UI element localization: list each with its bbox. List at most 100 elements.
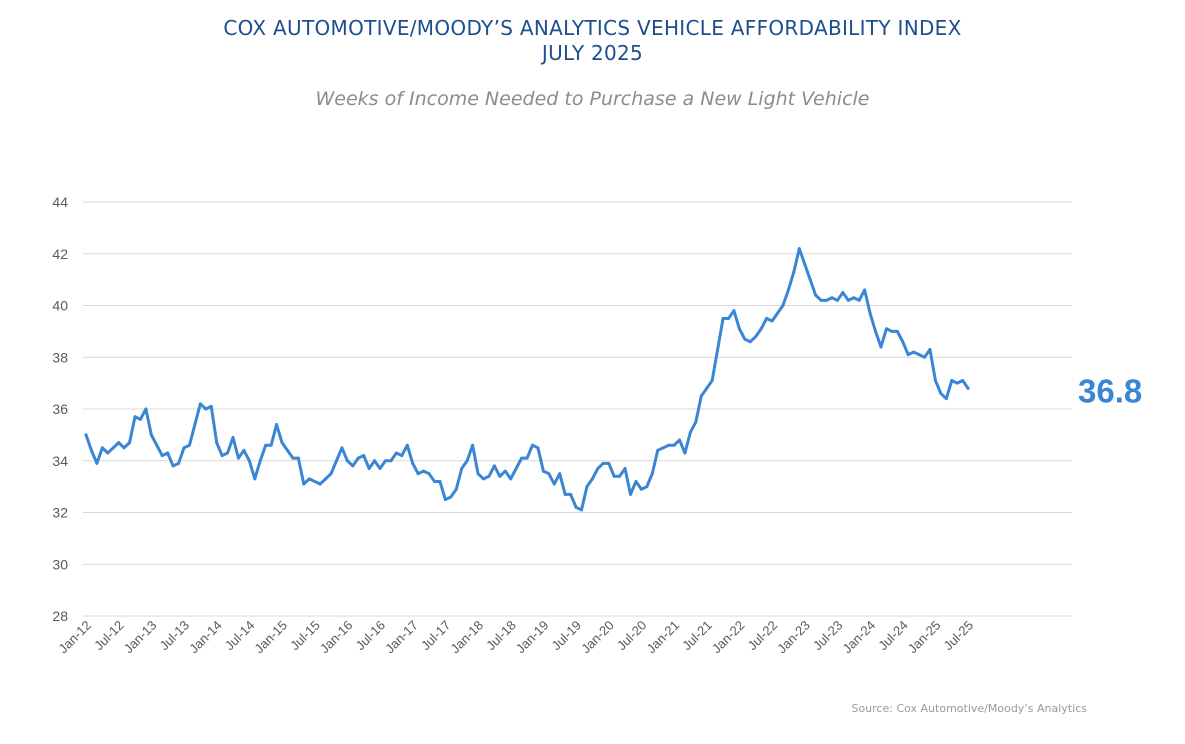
data-point [672,443,676,447]
data-point [536,446,540,450]
data-point [226,451,230,455]
data-point [133,415,137,419]
data-point [454,487,458,491]
data-point [944,397,948,401]
data-point [514,467,518,471]
chart-subtitle: Weeks of Income Needed to Purchase a New… [315,88,870,110]
data-point [590,477,594,481]
data-point [285,448,289,452]
data-point [727,316,731,320]
data-point [721,316,725,320]
data-point [656,448,660,452]
data-point [547,472,551,476]
data-point [356,456,360,460]
data-point [563,492,567,496]
data-point [699,394,703,398]
data-point [650,472,654,476]
data-point [160,454,164,458]
x-tick-label: Jan-24 [839,618,878,657]
y-tick-label: 34 [52,453,68,469]
data-point [601,461,605,465]
data-point [345,459,349,463]
data-point [394,451,398,455]
data-point [776,311,780,315]
data-point [835,298,839,302]
data-point [678,438,682,442]
data-point [122,446,126,450]
chart-title: COX AUTOMOTIVE/MOODY’S ANALYTICS VEHICLE… [223,16,962,40]
data-point [307,477,311,481]
data-point [443,498,447,502]
data-point [928,347,932,351]
data-point [498,474,502,478]
data-point [645,485,649,489]
data-point [198,402,202,406]
x-tick-label: Jul-12 [91,618,127,654]
data-point [106,451,110,455]
series-line [84,247,970,512]
data-point [667,443,671,447]
data-point [569,492,573,496]
data-point [383,459,387,463]
data-point [481,477,485,481]
data-point [923,355,927,359]
data-point [623,467,627,471]
data-point [438,479,442,483]
data-point [683,451,687,455]
data-point [530,443,534,447]
data-point [694,420,698,424]
x-tick-label: Jan-17 [382,618,421,657]
data-point [291,456,295,460]
data-point [585,485,589,489]
data-point [487,474,491,478]
x-tick-label: Jul-14 [222,618,258,654]
x-tick-label: Jan-19 [513,618,552,657]
y-tick-label: 28 [52,608,68,624]
data-point [520,456,524,460]
data-point [618,474,622,478]
data-point [901,340,905,344]
data-point [324,477,328,481]
data-point [351,464,355,468]
data-point [639,487,643,491]
data-point [389,459,393,463]
y-tick-label: 44 [52,194,68,210]
x-tick-label: Jan-23 [774,618,813,657]
data-point [465,459,469,463]
data-point [710,379,714,383]
data-point [634,479,638,483]
data-point [416,472,420,476]
x-tick-label: Jan-13 [121,618,160,657]
data-point [732,309,736,313]
data-point [492,464,496,468]
x-tick-label: Jan-18 [447,618,486,657]
data-point [411,461,415,465]
data-point [743,337,747,341]
x-tick-label: Jul-22 [745,618,781,654]
data-point [852,296,856,300]
y-tick-label: 38 [52,349,68,365]
data-point [280,441,284,445]
data-point [329,472,333,476]
x-tick-label: Jul-13 [156,618,192,654]
data-point [471,443,475,447]
data-point [449,495,453,499]
data-point [895,329,899,333]
x-tick-label: Jan-20 [578,618,617,657]
data-point [144,407,148,411]
series-layer [84,247,970,512]
data-point [759,327,763,331]
data-point [405,443,409,447]
x-tick-label: Jan-16 [317,618,356,657]
data-point [879,345,883,349]
data-point [770,319,774,323]
data-point [89,448,93,452]
data-point [177,461,181,465]
data-point [269,443,273,447]
data-point [955,381,959,385]
data-point [890,329,894,333]
data-point [302,482,306,486]
x-tick-label: Jan-15 [251,618,290,657]
x-tick-label: Jul-25 [941,618,977,654]
